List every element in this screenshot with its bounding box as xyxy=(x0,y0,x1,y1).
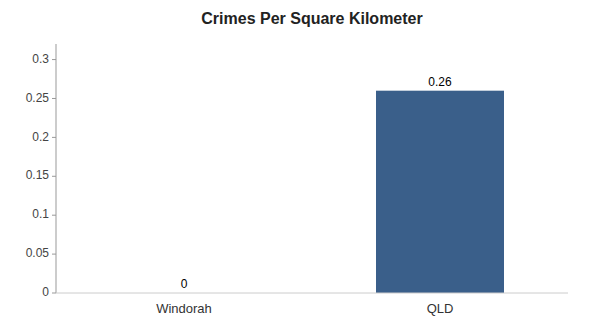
y-tick-label: 0.25 xyxy=(26,91,50,105)
y-tick-label: 0.3 xyxy=(32,52,49,66)
y-tick-label: 0.1 xyxy=(32,207,49,221)
y-tick-label: 0.2 xyxy=(32,130,49,144)
title: Crimes Per Square Kilometer xyxy=(201,10,422,27)
y-tick xyxy=(52,254,56,255)
chart: Crimes Per Square Kilometer 0 0.05 0.1 0.15 0… xyxy=(0,0,592,333)
y-tick xyxy=(52,98,56,99)
y-tick xyxy=(52,59,56,60)
y-tick xyxy=(52,215,56,216)
data-label: 0 xyxy=(181,277,188,291)
y-tick-label: 0.05 xyxy=(26,246,50,260)
y-axis-line xyxy=(56,44,57,293)
bar xyxy=(376,91,504,293)
y-tick xyxy=(52,137,56,138)
data-label: 0.26 xyxy=(428,75,452,89)
bars xyxy=(376,91,504,293)
y-tick xyxy=(52,293,56,294)
y-tick-label: 0.15 xyxy=(26,168,50,182)
chart-container: Crimes Per Square Kilometer 0 0.05 0.1 0.15 0… xyxy=(0,0,592,333)
x-tick-label: QLD xyxy=(427,301,454,316)
x-axis-line xyxy=(56,293,568,294)
y-tick-label: 0 xyxy=(42,285,49,299)
x-tick-label: Windorah xyxy=(156,301,212,316)
y-tick xyxy=(52,176,56,177)
